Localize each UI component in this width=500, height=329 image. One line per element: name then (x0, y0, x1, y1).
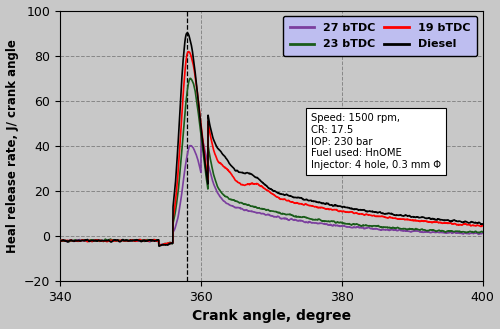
Y-axis label: Heal release rate, J/ crank angle: Heal release rate, J/ crank angle (6, 39, 18, 253)
Text: Speed: 1500 rpm,
CR: 17.5
IOP: 230 bar
Fuel used: HnOME
Injector: 4 hole, 0.3 mm: Speed: 1500 rpm, CR: 17.5 IOP: 230 bar F… (312, 114, 442, 170)
Legend: 27 bTDC, 23 bTDC, 19 bTDC, Diesel: 27 bTDC, 23 bTDC, 19 bTDC, Diesel (283, 16, 477, 56)
X-axis label: Crank angle, degree: Crank angle, degree (192, 310, 351, 323)
